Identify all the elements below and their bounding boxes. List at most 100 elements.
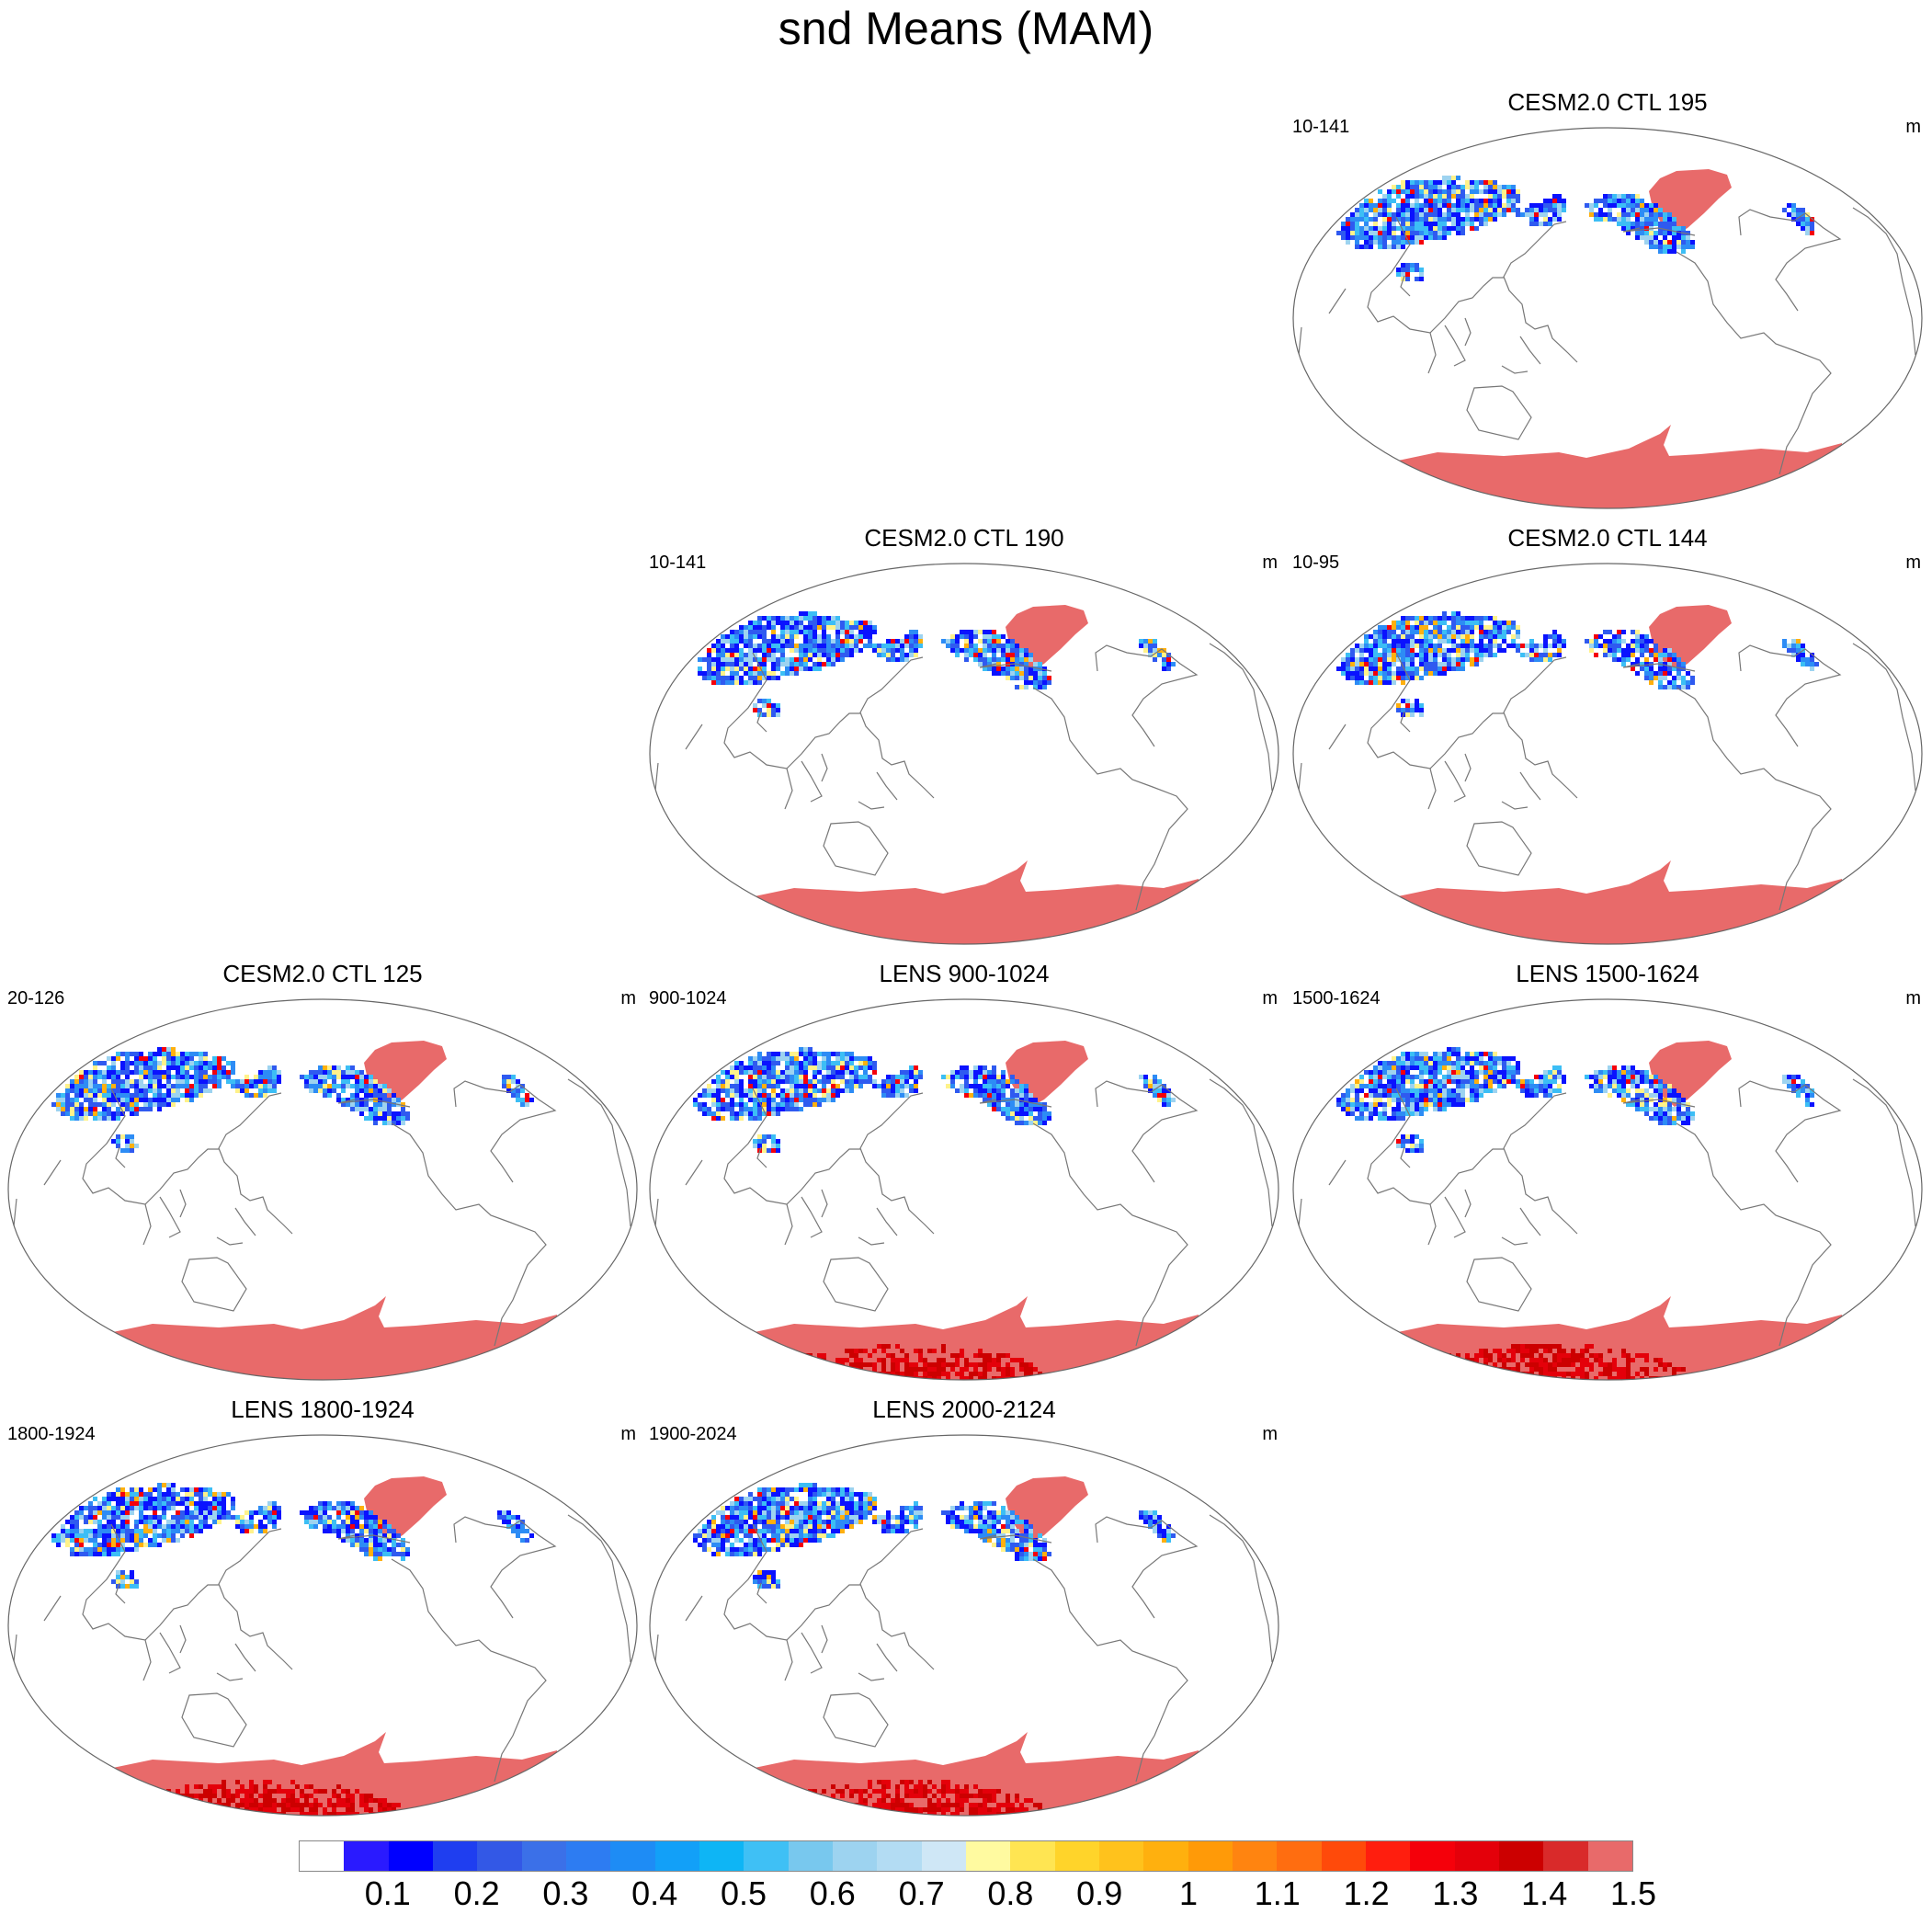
- panel-title: LENS 1800-1924: [231, 1396, 415, 1423]
- globe-outline: [649, 563, 1279, 945]
- colorbar-swatch: [1587, 1841, 1632, 1871]
- antarctica-snow: [1393, 860, 1844, 944]
- map-panel: CESM2.0 CTL 144 10-95 m: [1290, 524, 1925, 947]
- coastlines: [1293, 207, 1916, 475]
- colorbar-swatch: [1054, 1841, 1099, 1871]
- colorbar-swatch: [965, 1841, 1011, 1871]
- snow-depth-field: [693, 1483, 1176, 1589]
- snow-depth-field: [1336, 176, 1814, 281]
- colorbar-swatch: [1321, 1841, 1366, 1871]
- snow-depth-field: [51, 1483, 534, 1589]
- snow-depth-field: [51, 1047, 534, 1153]
- colorbar-tick-label: 1.1: [1254, 1874, 1301, 1912]
- panel-units: m: [1262, 988, 1278, 1008]
- snow-depth-field: [693, 1047, 1176, 1153]
- globe-outline: [1292, 127, 1923, 509]
- panel-units: m: [1905, 988, 1921, 1008]
- panel-title: CESM2.0 CTL 190: [864, 524, 1064, 552]
- colorbar-tick-label: 0.6: [809, 1874, 856, 1912]
- map-panel: LENS 2000-2124 1900-2024 m: [647, 1396, 1281, 1818]
- colorbar-swatch: [1365, 1841, 1411, 1871]
- colorbar-tick-label: 0.4: [631, 1874, 678, 1912]
- world-map: [1292, 563, 1923, 945]
- panel-range: 1800-1924: [7, 1424, 96, 1444]
- colorbar-swatch: [877, 1841, 922, 1871]
- colorbar-swatch: [832, 1841, 878, 1871]
- colorbar-swatch: [477, 1841, 522, 1871]
- map-panel: LENS 1800-1924 1800-1924 m: [6, 1396, 640, 1818]
- colorbar-swatch: [300, 1841, 345, 1871]
- world-map: [7, 998, 638, 1381]
- figure-title: snd Means (MAM): [778, 3, 1154, 54]
- colorbar-swatch: [565, 1841, 611, 1871]
- colorbar-swatch: [654, 1841, 699, 1871]
- panel-title: LENS 900-1024: [879, 960, 1050, 987]
- colorbar-swatch: [521, 1841, 566, 1871]
- colorbar-swatch: [344, 1841, 389, 1871]
- world-map: [1292, 998, 1923, 1381]
- antarctica-snow: [108, 1296, 559, 1380]
- colorbar-swatch: [1543, 1841, 1588, 1871]
- panel-title: LENS 1500-1624: [1516, 960, 1699, 987]
- panel-title: LENS 2000-2124: [872, 1396, 1056, 1423]
- panel-units: m: [620, 1424, 636, 1444]
- colorbar-swatch: [1098, 1841, 1144, 1871]
- coastlines: [1293, 1078, 1916, 1347]
- colorbar-swatch: [1232, 1841, 1278, 1871]
- colorbar-tick-label: 0.8: [987, 1874, 1034, 1912]
- world-map: [7, 1434, 638, 1817]
- snow-depth-field: [698, 611, 1176, 717]
- colorbar-tick-label: 1.2: [1343, 1874, 1390, 1912]
- colorbar-tick-label: 0.9: [1076, 1874, 1123, 1912]
- world-map: [649, 1434, 1279, 1817]
- globe-outline: [649, 1434, 1279, 1817]
- colorbar-swatch: [1410, 1841, 1455, 1871]
- globe-outline: [7, 1434, 638, 1817]
- map-panel: LENS 900-1024 900-1024 m: [647, 960, 1281, 1383]
- panel-range: 1500-1624: [1292, 988, 1381, 1008]
- map-panel: CESM2.0 CTL 190 10-141 m: [647, 524, 1281, 947]
- colorbar-tick-label: 0.2: [453, 1874, 500, 1912]
- colorbar-swatch: [744, 1841, 789, 1871]
- colorbar-tick-label: 1: [1178, 1874, 1199, 1912]
- colorbar-swatch: [610, 1841, 655, 1871]
- panel-range: 10-141: [649, 553, 707, 573]
- colorbar-swatch: [1188, 1841, 1233, 1871]
- globe-outline: [7, 998, 638, 1381]
- panel-range: 900-1024: [649, 988, 727, 1008]
- world-map: [1292, 127, 1923, 509]
- globe-outline: [649, 998, 1279, 1381]
- colorbar-tick-label: 1.5: [1609, 1874, 1657, 1912]
- colorbar-tick-label: 0.3: [542, 1874, 589, 1912]
- panel-range: 1900-2024: [649, 1424, 737, 1444]
- map-panel: CESM2.0 CTL 195 10-141 m: [1290, 88, 1925, 511]
- colorbar-tick-label: 0.1: [364, 1874, 411, 1912]
- colorbar-swatch: [921, 1841, 966, 1871]
- colorbar-tick-label: 1.4: [1521, 1874, 1568, 1912]
- globe-background: [1293, 128, 1922, 508]
- panel-range: 10-95: [1292, 553, 1340, 573]
- panel-units: m: [620, 988, 636, 1008]
- map-panel: CESM2.0 CTL 125 20-126 m: [6, 960, 640, 1383]
- map-panel: LENS 1500-1624 1500-1624 m: [1290, 960, 1925, 1383]
- panel-units: m: [1905, 553, 1921, 573]
- colorbar-swatch: [788, 1841, 833, 1871]
- colorbar-swatch: [1277, 1841, 1322, 1871]
- colorbar-swatch: [1010, 1841, 1055, 1871]
- antarctica-snow: [108, 1732, 559, 1816]
- colorbar-tick-label: 1.3: [1432, 1874, 1479, 1912]
- world-map: [649, 563, 1279, 945]
- colorbar-swatch: [388, 1841, 433, 1871]
- globe-outline: [1292, 563, 1923, 945]
- panel-title: CESM2.0 CTL 144: [1507, 524, 1708, 552]
- globe-outline: [1292, 998, 1923, 1381]
- panel-units: m: [1262, 553, 1278, 573]
- colorbar-swatch: [1454, 1841, 1499, 1871]
- antarctica-snow: [1393, 425, 1844, 508]
- coastlines: [8, 1514, 631, 1783]
- snow-depth-field: [1336, 1047, 1814, 1153]
- colorbar: [299, 1840, 1633, 1872]
- coastlines: [650, 643, 1273, 911]
- colorbar-swatch: [1498, 1841, 1544, 1871]
- panel-range: 10-141: [1292, 117, 1350, 137]
